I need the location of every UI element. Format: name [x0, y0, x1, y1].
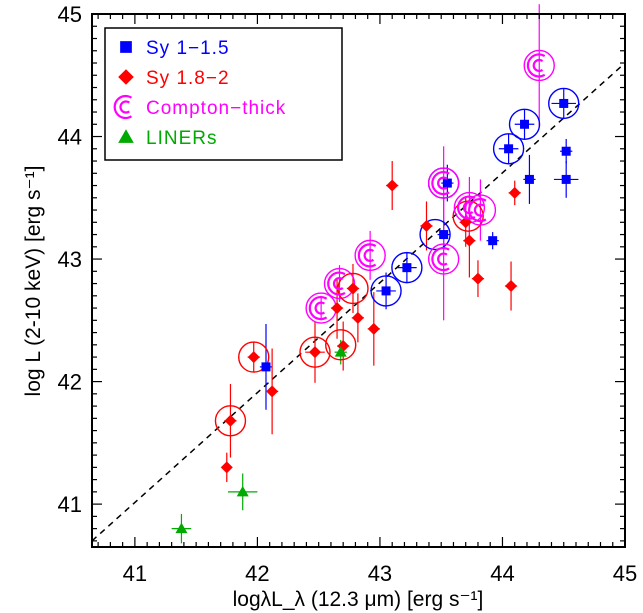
data-point — [463, 234, 476, 247]
highlight-ring — [214, 405, 247, 437]
data-point — [437, 252, 448, 266]
data-point — [431, 246, 450, 272]
data-point — [247, 351, 260, 364]
x-tick-label: 43 — [368, 561, 392, 586]
axis-ticks: 41 41 42 42 43 43 44 44 45 45 — [58, 2, 638, 586]
highlight-ring — [238, 341, 270, 373]
highlight-ring — [419, 218, 451, 251]
legend: Sy 1−1.5 Sy 1.8−2 Compton−thick LINERs — [104, 27, 343, 161]
data-point — [437, 176, 448, 190]
x-tick-label: 44 — [490, 561, 514, 586]
data-point — [175, 522, 188, 534]
data-point — [346, 282, 359, 295]
data-point — [367, 322, 380, 335]
data-point — [331, 302, 344, 315]
y-tick-label: 42 — [58, 370, 82, 395]
data-point — [457, 195, 476, 220]
data-point — [439, 230, 449, 240]
data-point — [327, 271, 346, 296]
data-point — [431, 171, 450, 196]
data-point — [488, 236, 498, 246]
highlight-ring — [492, 133, 525, 165]
y-tick-label: 43 — [58, 247, 82, 272]
highlight-ring — [354, 239, 386, 272]
highlight-ring — [427, 167, 460, 199]
highlight-ring — [548, 87, 580, 120]
data-point — [532, 58, 544, 73]
legend-label: Sy 1−1.5 — [146, 38, 230, 59]
data-point — [266, 385, 279, 398]
highlight-ring — [391, 251, 423, 284]
data-point — [363, 248, 375, 262]
highlight-ring — [427, 243, 460, 275]
x-tick-label: 41 — [123, 561, 147, 586]
highlight-ring — [299, 336, 331, 368]
data-point — [468, 197, 487, 223]
legend-label: LINERs — [146, 128, 217, 149]
highlight-ring — [325, 329, 357, 361]
data-point — [561, 174, 571, 184]
x-tick-label: 42 — [245, 561, 269, 586]
data-point — [309, 346, 322, 359]
data-point — [386, 179, 399, 192]
data-point — [520, 119, 530, 129]
data-point — [420, 219, 433, 232]
data-point — [402, 263, 412, 273]
data-point — [224, 414, 237, 427]
legend-marker — [113, 94, 133, 120]
y-tick-label: 44 — [58, 125, 82, 150]
data-point — [334, 346, 347, 357]
data-point — [471, 272, 484, 285]
legend-marker — [118, 69, 134, 85]
y-tick-label: 45 — [58, 2, 82, 27]
legend-box — [104, 27, 343, 161]
x-tick-label: 45 — [613, 561, 637, 586]
data-point — [473, 203, 485, 217]
data-point — [308, 295, 328, 321]
highlight-ring — [523, 49, 555, 82]
highlight-ring — [508, 108, 541, 140]
x-axis-label: logλL_λ (12.3 μm) [erg s⁻¹] — [233, 588, 484, 611]
plot-frame — [91, 13, 626, 548]
data-point — [504, 144, 514, 154]
legend-label: Compton−thick — [146, 98, 286, 119]
y-tick-label: 41 — [58, 492, 82, 517]
data-point — [220, 461, 233, 474]
data-point — [381, 286, 391, 296]
data-point — [561, 146, 571, 156]
data-point — [332, 276, 344, 291]
legend-label: Sy 1.8−2 — [146, 68, 230, 89]
data-point — [508, 186, 521, 199]
legend-marker — [120, 41, 132, 53]
data-point — [524, 174, 534, 184]
data-point — [505, 280, 518, 293]
data-point — [351, 311, 364, 324]
highlight-ring — [323, 267, 356, 300]
data-point — [261, 362, 271, 372]
data-point — [559, 98, 569, 108]
legend-marker — [119, 100, 130, 114]
legend-marker — [118, 129, 134, 143]
data-point — [236, 485, 249, 497]
data-point — [526, 53, 546, 78]
plot-marks — [91, 4, 626, 544]
data-point — [442, 178, 452, 188]
highlight-ring — [370, 275, 402, 307]
data-point — [314, 301, 326, 315]
y-axis-label: log L (2-10 keV) [erg s⁻¹] — [22, 166, 45, 397]
data-point — [357, 243, 377, 268]
